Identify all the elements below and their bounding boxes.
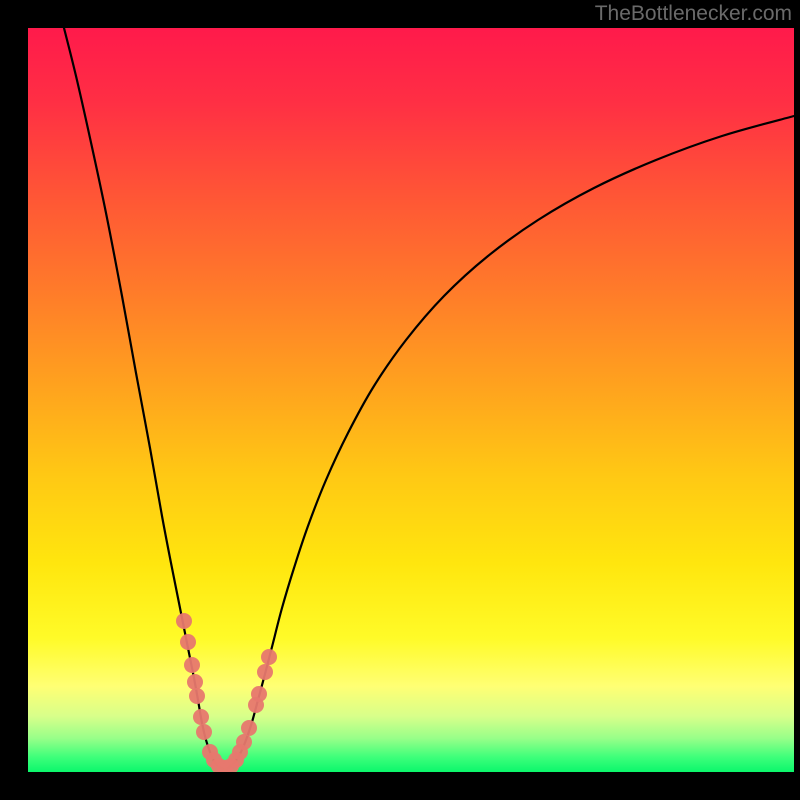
data-marker [257,664,273,680]
frame-left [0,0,28,800]
data-marker [193,709,209,725]
data-marker [196,724,212,740]
frame-bottom [0,772,800,800]
data-marker [187,674,203,690]
chart-svg-layer [28,28,794,772]
data-marker [261,649,277,665]
data-marker [236,734,252,750]
data-marker [184,657,200,673]
chart-plot-area [28,28,794,772]
frame-right [794,0,800,800]
watermark-text: TheBottlenecker.com [595,2,792,26]
bottleneck-curve [64,28,794,769]
data-marker [176,613,192,629]
data-marker [180,634,196,650]
data-marker [189,688,205,704]
data-marker [241,720,257,736]
data-marker [251,686,267,702]
